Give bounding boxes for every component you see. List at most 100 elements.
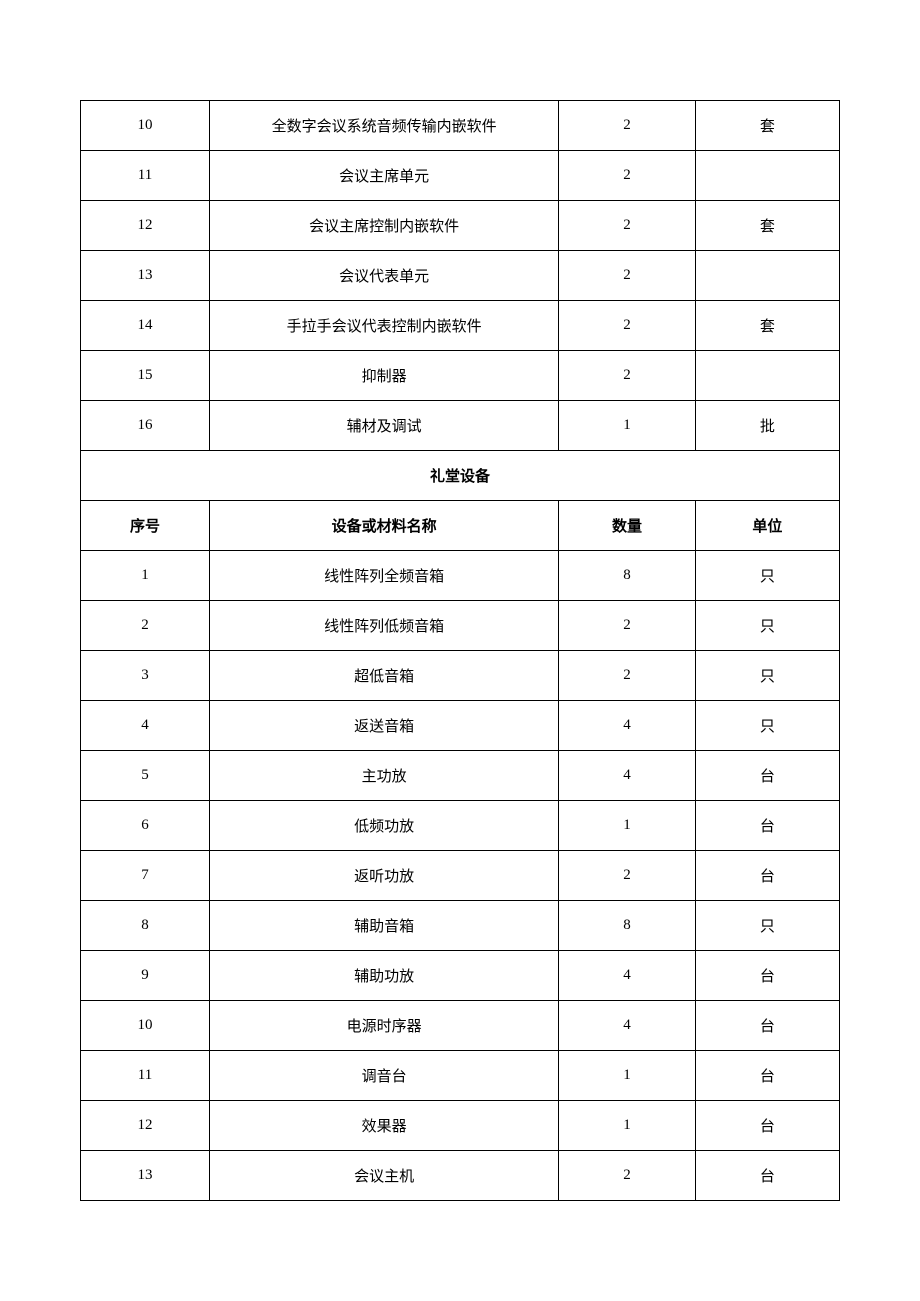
column-header-row: 序号设备或材料名称数量单位 [81,501,840,551]
cell-name: 电源时序器 [210,1001,559,1051]
cell-name: 效果器 [210,1101,559,1151]
cell-unit: 套 [695,201,839,251]
cell-num: 7 [81,851,210,901]
cell-qty: 4 [559,701,696,751]
cell-qty: 2 [559,651,696,701]
cell-num: 10 [81,1001,210,1051]
cell-num: 9 [81,951,210,1001]
cell-unit: 台 [695,751,839,801]
cell-unit: 台 [695,851,839,901]
cell-qty: 1 [559,1051,696,1101]
table-row: 11会议主席单元2 [81,151,840,201]
cell-unit: 台 [695,1051,839,1101]
cell-unit: 台 [695,1151,839,1201]
cell-qty: 1 [559,801,696,851]
cell-unit: 只 [695,601,839,651]
cell-qty: 2 [559,301,696,351]
cell-qty: 2 [559,601,696,651]
cell-num: 11 [81,1051,210,1101]
equipment-table: 10全数字会议系统音频传输内嵌软件2套11会议主席单元212会议主席控制内嵌软件… [80,100,840,1201]
cell-num: 13 [81,251,210,301]
table-row: 9辅助功放4台 [81,951,840,1001]
cell-unit: 只 [695,701,839,751]
cell-num: 12 [81,201,210,251]
cell-num: 6 [81,801,210,851]
cell-unit: 台 [695,801,839,851]
cell-unit [695,251,839,301]
cell-qty: 2 [559,151,696,201]
cell-name: 辅助音箱 [210,901,559,951]
table-row: 13会议代表单元2 [81,251,840,301]
header-num: 序号 [81,501,210,551]
cell-name: 辅助功放 [210,951,559,1001]
table-row: 13会议主机2台 [81,1151,840,1201]
table-row: 6低频功放1台 [81,801,840,851]
table-row: 14手拉手会议代表控制内嵌软件2套 [81,301,840,351]
cell-name: 返听功放 [210,851,559,901]
cell-qty: 4 [559,751,696,801]
header-qty: 数量 [559,501,696,551]
cell-num: 4 [81,701,210,751]
cell-num: 16 [81,401,210,451]
cell-name: 会议主机 [210,1151,559,1201]
cell-qty: 2 [559,251,696,301]
cell-name: 抑制器 [210,351,559,401]
cell-qty: 2 [559,851,696,901]
cell-num: 13 [81,1151,210,1201]
table-row: 7返听功放2台 [81,851,840,901]
cell-num: 15 [81,351,210,401]
table-row: 5主功放4台 [81,751,840,801]
cell-num: 2 [81,601,210,651]
cell-qty: 2 [559,1151,696,1201]
cell-name: 辅材及调试 [210,401,559,451]
cell-unit: 台 [695,951,839,1001]
cell-name: 返送音箱 [210,701,559,751]
cell-qty: 2 [559,201,696,251]
table-row: 10电源时序器4台 [81,1001,840,1051]
table-row: 4返送音箱4只 [81,701,840,751]
cell-unit: 台 [695,1101,839,1151]
cell-unit: 只 [695,901,839,951]
table-row: 3超低音箱2只 [81,651,840,701]
cell-unit: 批 [695,401,839,451]
table-row: 12会议主席控制内嵌软件2套 [81,201,840,251]
cell-unit [695,351,839,401]
cell-name: 会议主席单元 [210,151,559,201]
cell-unit [695,151,839,201]
cell-unit: 套 [695,301,839,351]
cell-unit: 台 [695,1001,839,1051]
cell-name: 线性阵列低频音箱 [210,601,559,651]
cell-num: 14 [81,301,210,351]
cell-name: 超低音箱 [210,651,559,701]
cell-name: 低频功放 [210,801,559,851]
table-row: 2线性阵列低频音箱2只 [81,601,840,651]
cell-unit: 套 [695,101,839,151]
section-title: 礼堂设备 [81,451,840,501]
cell-name: 调音台 [210,1051,559,1101]
cell-name: 全数字会议系统音频传输内嵌软件 [210,101,559,151]
cell-qty: 1 [559,1101,696,1151]
header-name: 设备或材料名称 [210,501,559,551]
cell-qty: 4 [559,1001,696,1051]
table-row: 15抑制器2 [81,351,840,401]
section-header-row: 礼堂设备 [81,451,840,501]
table-row: 8辅助音箱8只 [81,901,840,951]
cell-name: 主功放 [210,751,559,801]
cell-num: 8 [81,901,210,951]
cell-num: 1 [81,551,210,601]
cell-num: 12 [81,1101,210,1151]
table-row: 12效果器1台 [81,1101,840,1151]
cell-name: 手拉手会议代表控制内嵌软件 [210,301,559,351]
cell-qty: 1 [559,401,696,451]
table-row: 10全数字会议系统音频传输内嵌软件2套 [81,101,840,151]
cell-name: 线性阵列全频音箱 [210,551,559,601]
cell-name: 会议主席控制内嵌软件 [210,201,559,251]
cell-num: 11 [81,151,210,201]
cell-num: 10 [81,101,210,151]
cell-qty: 8 [559,551,696,601]
cell-qty: 8 [559,901,696,951]
cell-unit: 只 [695,551,839,601]
table-row: 16辅材及调试1批 [81,401,840,451]
table-row: 11调音台1台 [81,1051,840,1101]
cell-num: 3 [81,651,210,701]
